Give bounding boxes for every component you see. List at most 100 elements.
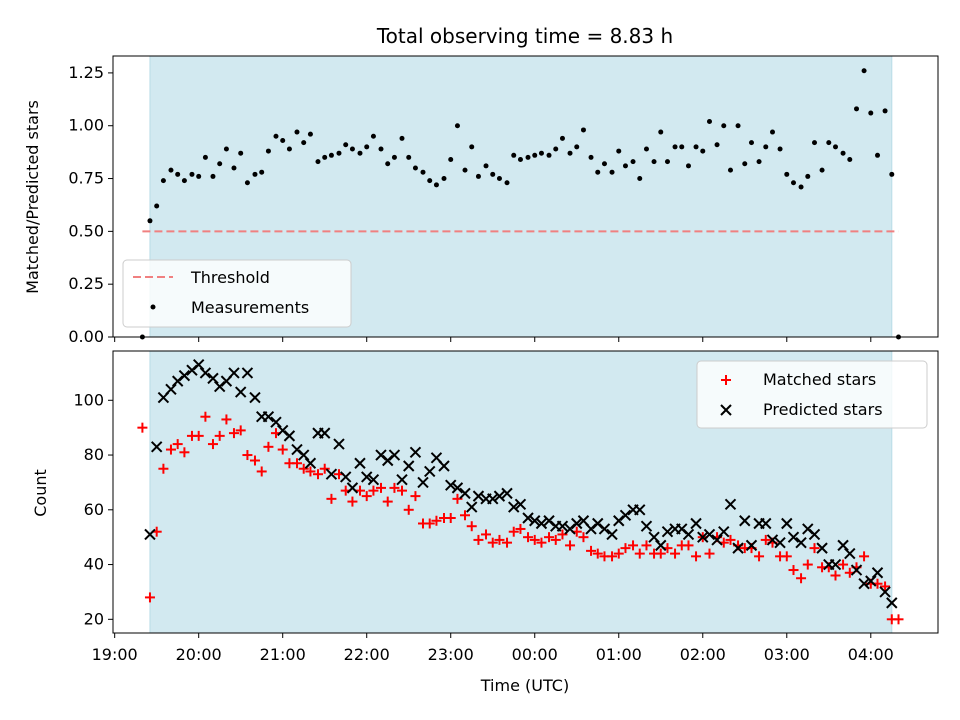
predicted-star-point [787,531,800,543]
measurement-point [861,68,867,74]
predicted-marker-b [514,498,527,511]
measurement-point [147,218,153,224]
predicted-marker-b [346,482,359,494]
x-tick-label: 01:00 [596,645,642,664]
predicted-star-point [199,367,212,379]
predicted-star-point [319,427,331,439]
legend-measurements-label: Measurements [191,298,309,317]
matched-star-point [670,548,681,559]
matched-star-point [410,491,421,502]
predicted-marker-b [354,457,366,469]
predicted-marker-b [865,575,877,587]
measurement-point [280,138,286,144]
predicted-star-point [886,597,898,609]
predicted-marker-b [270,416,282,428]
predicted-marker-b [592,517,604,530]
measurement-point [714,142,720,148]
predicted-star-point [298,449,310,461]
predicted-marker-b [760,517,772,530]
matched-star-point [781,551,792,562]
predicted-star-point [417,476,429,489]
matched-star-point [473,534,484,545]
predicted-marker-b [745,539,758,552]
predicted-star-point [697,531,709,543]
matched-star-point [529,534,540,545]
predicted-marker-b [571,517,583,530]
matched-star-point [312,469,323,480]
predicted-star-point [766,534,779,546]
predicted-marker-b [396,473,408,486]
matched-star-point [277,444,288,455]
matched-star-point [634,548,645,559]
legend-measurements-swatch [150,304,156,310]
measurement-point [875,152,881,158]
measurement-point [595,169,601,175]
count-y-tick-label: 60 [84,500,104,519]
predicted-marker-b [192,358,205,371]
predicted-marker-b [493,490,506,502]
count-legend: Matched stars Predicted stars [696,360,928,429]
measurement-point [286,146,292,152]
x-tick-label: 03:00 [764,645,810,664]
matched-star-point [144,592,155,603]
measurement-point [756,159,762,165]
matched-star-point [586,545,597,556]
measurement-point [727,167,733,173]
predicted-star-point [207,372,219,385]
matched-star-point [880,581,891,592]
predicted-star-point [438,460,450,472]
measurement-point [706,118,712,124]
matched-star-point [389,482,400,493]
matched-star-point [375,482,386,493]
measurement-point [406,154,412,160]
measurement-point [567,150,573,156]
predicted-marker-b [445,479,457,491]
measurement-point [651,159,657,165]
measurement-point [721,123,727,129]
matched-star-point [403,504,414,515]
measurement-point [532,152,538,158]
ratio-y-tick-label: 1.25 [68,63,104,82]
ratio-points [139,68,902,340]
predicted-marker-b [774,536,786,549]
predicted-star-point [466,501,478,513]
predicted-star-point [535,517,548,530]
x-tick-label: 02:00 [680,645,726,664]
predicted-marker-b [304,457,317,469]
predicted-marker-b [291,443,303,456]
matched-star-point [487,537,498,548]
measurement-point [812,140,818,146]
predicted-marker-b [535,517,548,530]
matched-star-point [368,485,379,496]
legend-matched-swatch [721,375,731,385]
legend-predicted-swatch [720,404,732,416]
matched-star-point [859,551,870,562]
count-y-axis-label: Count [31,469,50,517]
predicted-star-point [346,482,359,494]
predicted-star-point [865,575,877,587]
count-y-tick-label: 80 [84,445,104,464]
predicted-marker-b [837,539,849,552]
count-points [137,358,904,625]
predicted-marker-b [417,476,429,489]
predicted-marker-b [466,501,478,513]
predicted-star-point [745,539,758,552]
predicted-star-point [774,536,786,549]
predicted-marker-b [487,493,499,505]
measurement-point [168,167,174,173]
predicted-star-point [403,460,415,472]
measurement-point [769,129,775,135]
matched-star-point [179,447,190,458]
predicted-marker-b [844,547,856,560]
count-ticks: 20 40 60 80 100 19:00 20:00 21:00 22:00 23:00 00:0… [73,390,893,664]
predicted-marker-b [388,449,401,461]
count-legend-box [696,360,928,429]
predicted-star-point [522,512,534,524]
measurement-point [637,176,643,182]
ratio-plot-frame [112,55,939,338]
matched-star-point [725,534,736,545]
predicted-marker-b [711,534,723,546]
measurement-point [525,154,531,160]
predicted-star-point [718,525,730,538]
measurement-point [496,176,502,182]
